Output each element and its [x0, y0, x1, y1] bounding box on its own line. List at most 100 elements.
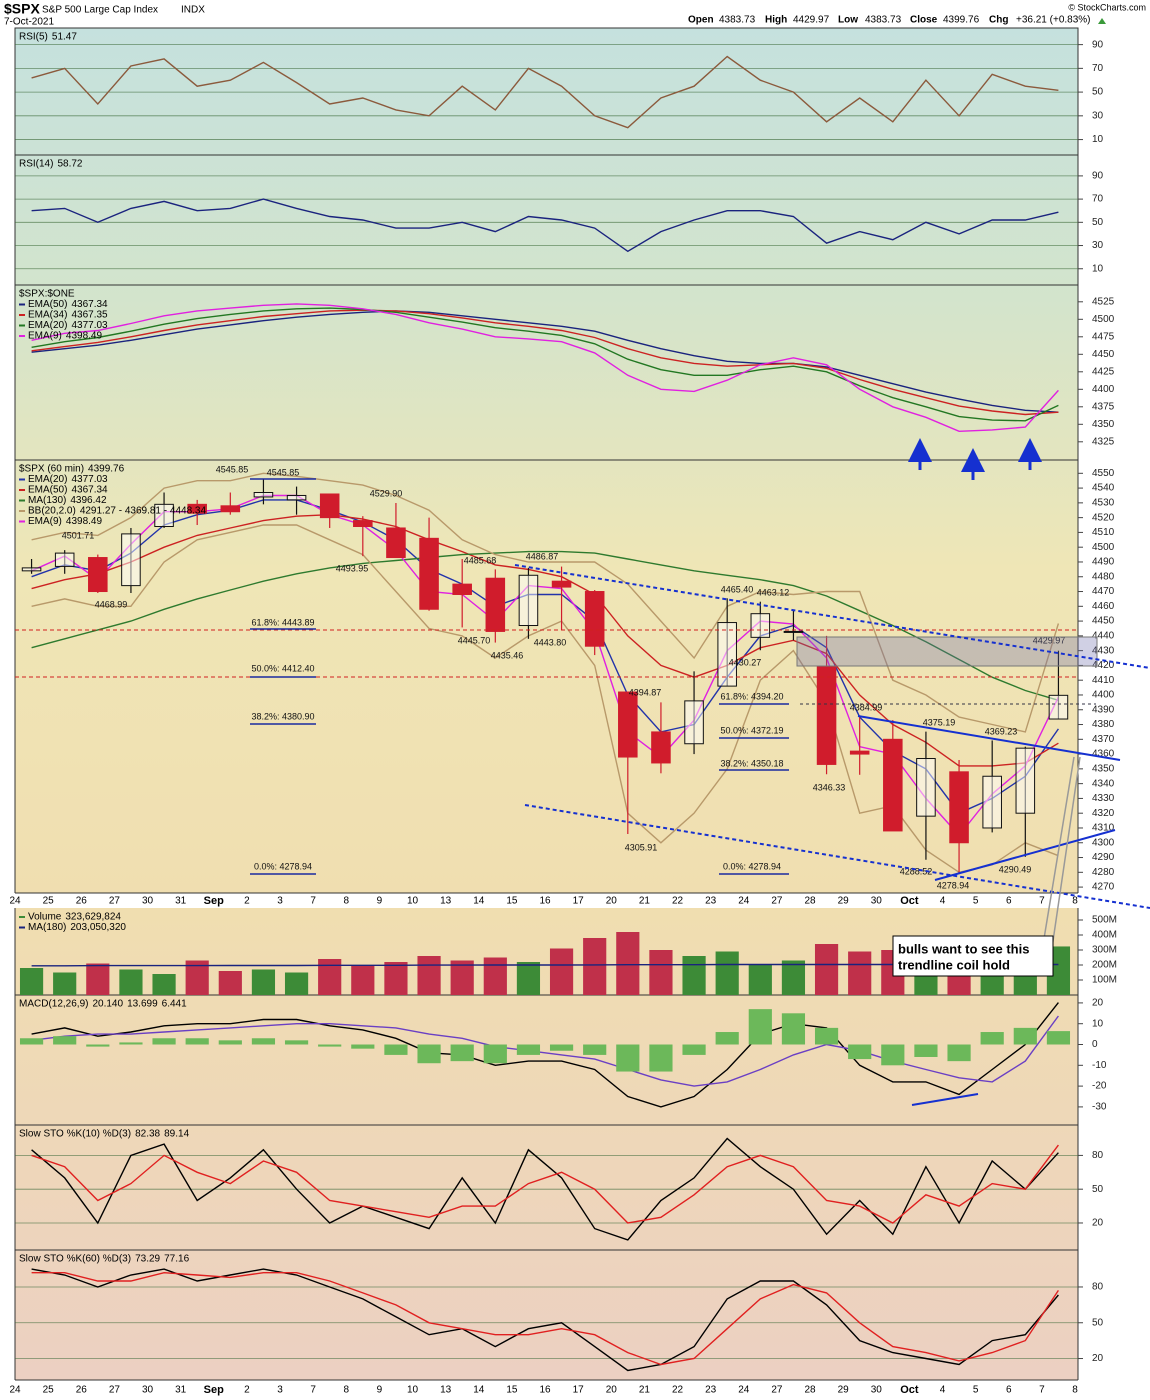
bar [814, 944, 839, 995]
bar [748, 965, 772, 995]
bar [483, 1044, 507, 1064]
legend-text: $SPX:$ONE [19, 289, 75, 300]
bar [583, 938, 607, 995]
bar [516, 962, 541, 995]
close-value: 4399.76 [943, 15, 980, 26]
y-tick-label: 4420 [1092, 660, 1115, 671]
annotation: 4305.91 [625, 842, 658, 852]
annotation: bulls want to see this [898, 941, 1029, 956]
y-tick-label: 50 [1092, 217, 1104, 228]
bar [53, 972, 77, 995]
x-tick-label: 20 [606, 896, 618, 907]
legend-text: 13.699 [127, 999, 158, 1010]
bar [483, 957, 507, 995]
candle-body [187, 503, 207, 514]
annotation: 4429.97 [1033, 635, 1066, 645]
x-tick-label: 3 [277, 1385, 283, 1396]
legend-text: Volume [28, 912, 62, 923]
series-line [31, 472, 1060, 733]
bar [218, 971, 242, 995]
bar [516, 1044, 541, 1055]
bar [450, 1044, 474, 1062]
legend-text: 73.29 [135, 1254, 160, 1265]
candle-body [319, 493, 340, 519]
y-tick-label: 4525 [1092, 296, 1115, 307]
annotation: 4430.27 [729, 657, 762, 667]
legend-text: 77.16 [164, 1254, 189, 1265]
x-tick-label: 3 [277, 896, 283, 907]
annotation: 0.0%: 4278.94 [723, 861, 781, 871]
x-tick-label: 21 [639, 896, 651, 907]
bar [251, 969, 276, 995]
note-box [892, 935, 1054, 977]
x-tick-label: 25 [43, 896, 55, 907]
x-tick-label: 10 [407, 1385, 419, 1396]
y-tick-label: 4380 [1092, 719, 1115, 730]
candle-body [286, 494, 307, 501]
annotation: 4465.40 [721, 584, 754, 594]
y-tick-label: -30 [1092, 1102, 1107, 1113]
credit: © StockCharts.com [1068, 2, 1146, 12]
annotation: 4369.23 [985, 726, 1018, 736]
candle-body [883, 738, 903, 832]
y-tick-label: 30 [1092, 110, 1104, 121]
legend-text: 4398.49 [66, 331, 103, 342]
y-tick-label: 4550 [1092, 468, 1115, 479]
bar [450, 960, 474, 995]
x-tick-label: 22 [672, 896, 684, 907]
x-tick-label: 9 [377, 896, 383, 907]
bar [682, 1044, 706, 1055]
annotation: trendline coil hold [898, 957, 1010, 972]
date: 7-Oct-2021 [4, 17, 54, 28]
legend-text: EMA(9) [28, 331, 62, 342]
candle-body [982, 775, 1002, 829]
legend-text: EMA(20) [28, 320, 67, 331]
x-axis-band [0, 1380, 1150, 1400]
x-tick-label: Sep [204, 895, 224, 907]
annotation: 0.0%: 4278.94 [254, 861, 312, 871]
candle-body [1048, 694, 1069, 720]
overlays [15, 438, 1150, 1106]
annotation: 4288.52 [900, 866, 933, 876]
legend-text: 4377.03 [71, 320, 108, 331]
annotation: 4346.33 [813, 782, 846, 792]
y-tick-label: 4350 [1092, 764, 1115, 775]
series-line [31, 310, 1059, 413]
bar [152, 974, 176, 995]
x-tick-label: 8 [343, 1385, 349, 1396]
x-tick-label: 4 [940, 896, 946, 907]
x-tick-label: 27 [771, 896, 783, 907]
y-tick-label: 50 [1092, 1317, 1104, 1328]
low-label: Low [838, 15, 858, 26]
annotation: 4486.87 [526, 551, 559, 561]
y-tick-label: 10 [1092, 263, 1104, 274]
y-tick-label: 4470 [1092, 586, 1115, 597]
y-tick-label: 4500 [1092, 542, 1115, 553]
y-tick-label: 4490 [1092, 557, 1115, 568]
y-tick-label: 4290 [1092, 852, 1115, 863]
bar [814, 1027, 839, 1045]
legend-text: MA(130) [28, 495, 66, 506]
y-tick-label: 200M [1092, 960, 1117, 971]
annotation: 4468.99 [95, 599, 128, 609]
annotation: 38.2%: 4350.18 [720, 758, 783, 768]
high-value: 4429.97 [793, 15, 830, 26]
y-tick-label: 90 [1092, 171, 1104, 182]
x-tick-label: 20 [606, 1385, 618, 1396]
x-tick-label: 2 [244, 896, 250, 907]
x-tick-label: 31 [175, 1385, 187, 1396]
x-tick-label: 5 [973, 896, 979, 907]
y-tick-label: 4375 [1092, 401, 1115, 412]
bar [715, 1032, 739, 1045]
annotation: 4375.19 [923, 717, 956, 727]
y-tick-label: 4340 [1092, 778, 1115, 789]
y-tick-label: 30 [1092, 240, 1104, 251]
series-line [31, 55, 1059, 129]
y-tick-label: 20 [1092, 998, 1104, 1009]
bar [185, 1038, 209, 1045]
y-tick-label: 4530 [1092, 497, 1115, 508]
legend-text: EMA(34) [28, 310, 67, 321]
bar [185, 960, 209, 995]
annotation: 4394.87 [629, 687, 662, 697]
legend-text: 4291.27 - 4369.81 - 4448.34 [80, 506, 207, 517]
